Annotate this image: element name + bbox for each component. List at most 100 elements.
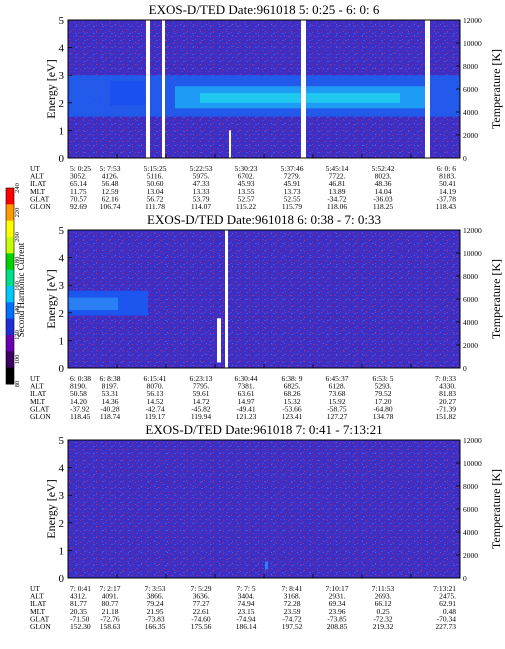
aux-cell: 68.26 [284, 389, 301, 398]
data-gap [301, 20, 306, 158]
colorbar-cell [6, 188, 14, 205]
aux-cell: 50.60 [147, 179, 164, 188]
aux-cell: 5293. [375, 382, 392, 391]
aux-cell: 6:53: 5 [372, 374, 393, 383]
aux-cell: 0.25 [376, 607, 389, 616]
aux-cell: 81.77 [70, 599, 87, 608]
aux-cell: 4330. [439, 382, 456, 391]
aux-cell: 5:45:14 [326, 164, 349, 173]
aux-cell: 7: 0:33 [435, 374, 456, 383]
y-tick-label: 4 [59, 43, 65, 55]
aux-cell: 53.31 [102, 389, 119, 398]
aux-cell: 6128. [329, 382, 346, 391]
y-tick-label: 4 [59, 253, 65, 265]
aux-cell: 14.19 [439, 187, 456, 196]
aux-cell: 7: 0:41 [70, 584, 91, 593]
aux-cell: -49.41 [236, 404, 256, 413]
aux-cell: -36.03 [373, 194, 393, 203]
y-tick-label: 4 [59, 463, 65, 475]
colorbar-cell [6, 204, 14, 222]
aux-cell: 118.45 [70, 412, 91, 421]
aux-cell: 5: 7:53 [99, 164, 120, 173]
colorbar-cell [6, 269, 14, 287]
y2-tick-label: 2000 [463, 551, 478, 560]
panel-title: EXOS-D/TED Date:961018 5: 0:25 - 6: 0: 6 [149, 2, 380, 17]
aux-cell: 23.15 [238, 607, 255, 616]
aux-cell: 5: 0:25 [70, 164, 91, 173]
aux-cell: -34.72 [327, 194, 347, 203]
y2-tick-label: 8000 [463, 62, 478, 71]
aux-cell: 5:52:42 [372, 164, 395, 173]
aux-cell: 15.92 [329, 397, 346, 406]
colorbar-ticks: 80 100 120 140 160 180 200 220 240 [14, 183, 21, 387]
aux-cell: -73.85 [327, 614, 347, 623]
y2-tick-label: 4000 [463, 108, 478, 117]
aux-cell: 5:15:25 [144, 164, 167, 173]
y-tick-label: 2 [59, 98, 65, 110]
aux-cell: 56.48 [102, 179, 119, 188]
spectrogram-noise [68, 440, 460, 578]
aux-cell: 114.07 [191, 202, 212, 211]
colorbar-frame [5, 187, 15, 385]
aux-cell: 8183. [439, 172, 456, 181]
aux-cell: 6: 0:38 [70, 374, 91, 383]
aux-cell: 6: 0: 6 [437, 164, 456, 173]
panels: EXOS-D/TED Date:961018 5: 0:25 - 6: 0: 6… [30, 2, 503, 631]
aux-cell: -72.32 [373, 614, 393, 623]
aux-cell: 17.20 [375, 397, 392, 406]
aux-cell: -71.39 [437, 404, 457, 413]
aux-cell: 14.52 [147, 397, 164, 406]
aux-row-label: UT [30, 164, 40, 173]
colorbar-tick-label: 80 [14, 381, 21, 388]
aux-cell: 7279. [284, 172, 301, 181]
y2-tick-label: 12000 [463, 226, 482, 235]
y-tick-label: 0 [59, 153, 65, 165]
aux-cell: -71.50 [70, 614, 90, 623]
aux-cell: 3168. [284, 592, 301, 601]
aux-cell: 13.89 [329, 187, 346, 196]
aux-cell: 227.73 [435, 622, 456, 631]
aux-cell: 7381. [238, 382, 255, 391]
aux-cell: -42.74 [145, 404, 165, 413]
aux-cell: -37.78 [437, 194, 457, 203]
y-tick-label: 0 [59, 363, 65, 375]
aux-cell: 118.25 [373, 202, 394, 211]
aux-cell: -74.94 [236, 614, 256, 623]
aux-cell: 106.74 [100, 202, 121, 211]
y-tick-label: 5 [59, 15, 65, 27]
aux-cell: 63.61 [238, 389, 255, 398]
y2-tick-label: 12000 [463, 436, 482, 445]
aux-cell: 13.33 [193, 187, 210, 196]
y-tick-label: 5 [59, 225, 65, 237]
aux-cell: 7: 3:53 [144, 584, 165, 593]
aux-cell: 152.30 [70, 622, 91, 631]
colorbar-cell [6, 220, 14, 238]
aux-cell: 3404. [238, 592, 255, 601]
aux-cell: 127.27 [327, 412, 348, 421]
aux-cell: 45.91 [284, 179, 301, 188]
aux-cell: 72.28 [284, 599, 301, 608]
aux-cell: -37.92 [70, 404, 90, 413]
aux-cell: 186.14 [236, 622, 257, 631]
aux-cell: -73.83 [145, 614, 165, 623]
y-axis-label: Energy [eV] [44, 59, 58, 118]
aux-row-label: ILAT [30, 179, 47, 188]
aux-cell: 5:22:53 [190, 164, 213, 173]
colorbar-tick-label: 200 [14, 232, 21, 242]
aux-cell: 73.68 [329, 389, 346, 398]
aux-cell: 20.27 [439, 397, 456, 406]
aux-cell: 5:30:23 [235, 164, 258, 173]
aux-cell: 14.36 [102, 397, 119, 406]
aux-cell: -74.60 [191, 614, 211, 623]
colorbar-tick-label: 240 [14, 183, 21, 193]
aux-cell: 8070. [147, 382, 164, 391]
y2-axis-label: Temperature [K] [489, 469, 503, 549]
y-tick-label: 1 [59, 125, 65, 137]
aux-cell: -45.82 [191, 404, 211, 413]
aux-cell: 6825. [284, 382, 301, 391]
y-tick-label: 3 [59, 280, 65, 292]
aux-cell: 5975. [193, 172, 210, 181]
aux-cell: -40.28 [100, 404, 120, 413]
